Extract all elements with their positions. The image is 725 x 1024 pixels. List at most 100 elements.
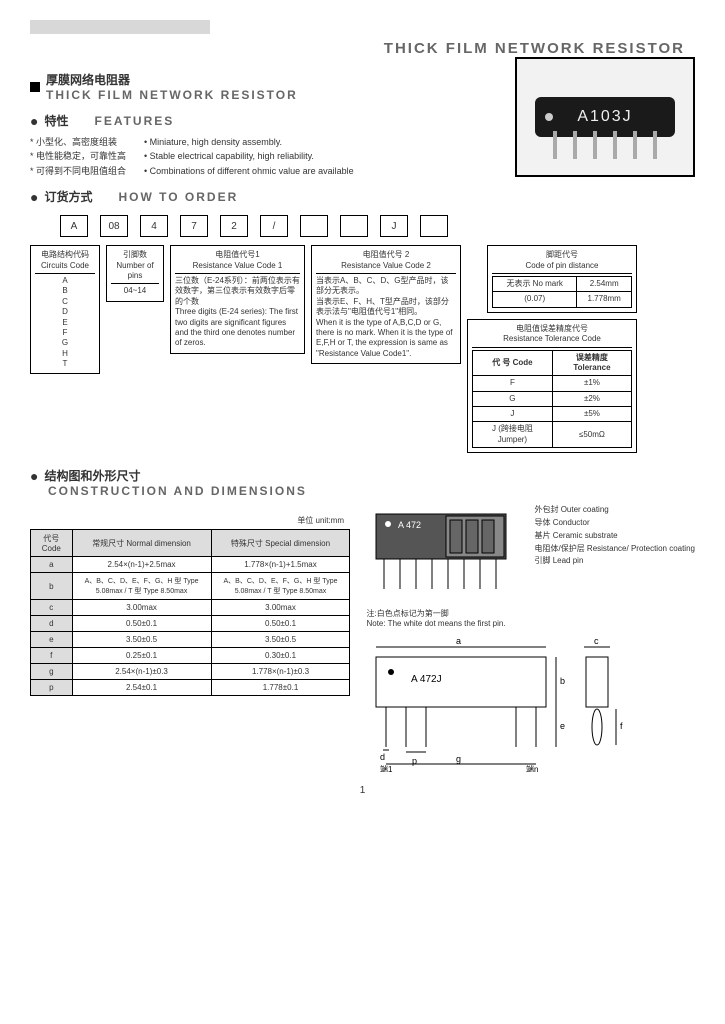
bullet-dot-icon: ● (30, 189, 38, 205)
th: 常规尺寸 Normal dimension (72, 530, 211, 557)
feature-item: • Combinations of different ohmic value … (144, 164, 354, 178)
square-bullet-icon (30, 82, 40, 92)
svg-text:d: d (380, 752, 385, 762)
bullet-dot-icon: ● (30, 468, 38, 484)
dimension-table: 单位 unit:mm 代号 Code 常规尺寸 Normal dimension… (30, 512, 350, 696)
order-explain-grid: 电路结构代码 Circuits Code A B C D E F G H T 引… (30, 245, 695, 453)
th: 代号 Code (31, 530, 73, 557)
cell: J (跨接电阻 Jumper) (473, 422, 553, 448)
first-pin-note: 注:白色点标记为第一脚 Note: The white dot means th… (366, 608, 695, 628)
svg-text:A 472J: A 472J (411, 674, 442, 685)
cell: 3.50±0.5 (72, 632, 211, 648)
box-title-en: Resistance Tolerance Code (472, 334, 632, 347)
product-photo: A103J (515, 57, 695, 177)
order-box (340, 215, 368, 237)
cell: J (473, 407, 553, 422)
box-title-cn: 引脚数 (111, 250, 159, 260)
cell: F (473, 376, 553, 391)
svg-text:f: f (620, 721, 623, 731)
cell: G (473, 391, 553, 406)
row-code: g (31, 664, 73, 680)
chip-label: A103J (577, 108, 632, 126)
feature-item: * 电性能稳定，可靠性高 (30, 149, 126, 163)
cell: 1.778×(n-1)±0.3 (211, 664, 350, 680)
callout-item: 外包封 Outer coating (534, 504, 695, 517)
order-box: 4 (140, 215, 168, 237)
datasheet-page: THICK FILM NETWORK RESISTOR 厚膜网络电阻器 THIC… (0, 0, 725, 816)
svg-text:端1: 端1 (380, 764, 393, 772)
order-code-boxes: A 08 4 7 2 / J (60, 215, 695, 237)
tolerance-box: 电阻值误差精度代号 Resistance Tolerance Code 代 号 … (467, 319, 637, 454)
code1-box: 电阻值代号1 Resistance Value Code 1 三位数（E-24系… (170, 245, 305, 354)
th: 特殊尺寸 Special dimension (211, 530, 350, 557)
box-title-cn: 电阻值误差精度代号 (472, 324, 632, 334)
code2-box: 电阻值代号 2 Resistance Value Code 2 当表示A、B、C… (311, 245, 461, 364)
product-heading-block: 厚膜网络电阻器 THICK FILM NETWORK RESISTOR ● 特性… (30, 57, 354, 178)
order-box (420, 215, 448, 237)
code2-body: 当表示A、B、C、D、G型产品时，该部分无表示。 当表示E、F、H、T型产品时，… (316, 276, 456, 359)
code1-body: 三位数（E-24系列）：前两位表示有效数字，第三位表示有效数字后零的个数 Thr… (175, 276, 300, 349)
chip-pins (553, 131, 657, 159)
page-number: 1 (30, 785, 695, 796)
box-title-cn: 电路结构代码 (35, 250, 95, 260)
features-heading-cn: 特性 (44, 112, 68, 129)
construction-heading-en: CONSTRUCTION AND DIMENSIONS (48, 484, 695, 498)
svg-text:g: g (456, 754, 461, 764)
order-box: / (260, 215, 288, 237)
cell: A、B、C、D、E、F、G、H 型 Type 5.08max / T 型 Typ… (72, 573, 211, 600)
dimension-table-wrap: 单位 unit:mm 代号 Code 常规尺寸 Normal dimension… (30, 504, 350, 696)
cell: 2.54×(n-1)±0.3 (72, 664, 211, 680)
row-code: b (31, 573, 73, 600)
order-box: 7 (180, 215, 208, 237)
product-title-cn: 厚膜网络电阻器 (46, 71, 298, 88)
box-title-cn: 脚距代号 (492, 250, 632, 260)
features-left-col: * 小型化、高密度组装 * 电性能稳定，可靠性高 * 可得到不同电阻值组合 (30, 135, 126, 178)
features-right-col: • Miniature, high density assembly. • St… (144, 135, 354, 178)
box-title-en: Circuits Code (35, 261, 95, 274)
order-box: 08 (100, 215, 128, 237)
cell: 0.50±0.1 (211, 616, 350, 632)
box-title-en: Resistance Value Code 1 (175, 261, 300, 274)
cell: 无表示 No mark (493, 276, 577, 291)
cell: ≤50mΩ (552, 422, 631, 448)
th: 误差精度 Tolerance (552, 350, 631, 376)
cell: 3.50±0.5 (211, 632, 350, 648)
cell: 0.30±0.1 (211, 648, 350, 664)
cell: (0.07) (493, 292, 577, 307)
order-box: J (380, 215, 408, 237)
pindist-box: 脚距代号 Code of pin distance 无表示 No mark2.5… (487, 245, 637, 313)
pins-box: 引脚数 Number of pins 04~14 (106, 245, 164, 302)
cutaway-diagram: A 472 (366, 504, 526, 604)
cell: ±1% (552, 376, 631, 391)
row-code: f (31, 648, 73, 664)
svg-text:b: b (560, 676, 565, 686)
cell: 2.54mm (577, 276, 632, 291)
row-code: d (31, 616, 73, 632)
order-box: A (60, 215, 88, 237)
callout-item: 引脚 Lead pin (534, 555, 695, 568)
bullet-dot-icon: ● (30, 113, 38, 129)
order-heading-cn: 订货方式 (44, 188, 92, 205)
cell: 1.778×(n-1)+1.5max (211, 557, 350, 573)
feature-item: • Stable electrical capability, high rel… (144, 149, 354, 163)
svg-text:端n: 端n (526, 764, 538, 772)
construction-diagrams: A 472 外包封 Outer coating 导体 Conductor (366, 504, 695, 775)
row-code: e (31, 632, 73, 648)
tolerance-table: 代 号 Code误差精度 Tolerance F±1% G±2% J±5% J … (472, 350, 632, 449)
cell: 1.778mm (577, 292, 632, 307)
construction-heading-cn: 结构图和外形尺寸 (44, 467, 140, 484)
svg-text:a: a (456, 636, 461, 646)
cell: ±5% (552, 407, 631, 422)
cell: 2.54×(n-1)+2.5max (72, 557, 211, 573)
row-code: p (31, 680, 73, 696)
product-title-en: THICK FILM NETWORK RESISTOR (46, 88, 298, 102)
feature-item: • Miniature, high density assembly. (144, 135, 354, 149)
svg-text:e: e (560, 721, 565, 731)
callout-item: 基片 Ceramic substrate (534, 530, 695, 543)
pindist-table: 无表示 No mark2.54mm (0.07)1.778mm (492, 276, 632, 308)
cell: 3.00max (72, 600, 211, 616)
cell: 2.54±0.1 (72, 680, 211, 696)
circuits-code-box: 电路结构代码 Circuits Code A B C D E F G H T (30, 245, 100, 374)
th: 代 号 Code (473, 350, 553, 376)
svg-text:c: c (594, 636, 599, 646)
